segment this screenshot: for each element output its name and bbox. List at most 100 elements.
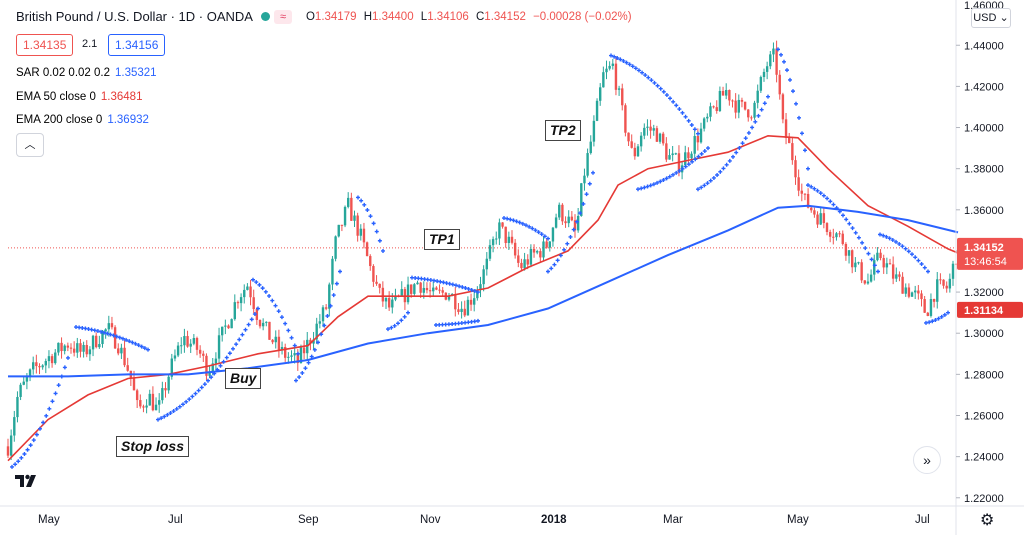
candle-body <box>277 336 281 350</box>
collapse-legend-button[interactable]: ︿ <box>16 133 44 157</box>
candle-body <box>917 290 920 294</box>
sar-dot <box>156 417 160 422</box>
candle-body <box>91 335 95 350</box>
wave-icon[interactable]: ≈ <box>273 9 292 24</box>
indicator-ema50[interactable]: EMA 50 close 0 1.36481 <box>16 91 142 103</box>
sar-dot <box>276 309 281 314</box>
gear-icon[interactable]: ⚙ <box>980 512 995 529</box>
sar-dot <box>740 141 745 146</box>
buy-button[interactable]: 1.34156 <box>108 34 166 56</box>
sar-dot <box>887 236 892 241</box>
candle-body <box>63 345 66 352</box>
sar-dot <box>702 149 707 154</box>
candle-body <box>696 136 700 143</box>
chevron-up-icon: ︿ <box>24 139 36 151</box>
sar-dot <box>558 253 563 258</box>
sar-dot <box>202 382 207 387</box>
sar-dot <box>325 314 330 319</box>
candle-body <box>236 302 240 304</box>
candle-body <box>186 336 189 347</box>
sar-dot <box>476 318 480 323</box>
sar-dot <box>683 114 688 119</box>
sar-dot <box>505 216 510 221</box>
sar-dot <box>699 151 704 156</box>
sar-dot <box>279 315 284 320</box>
sar-dot <box>762 101 767 106</box>
candle-body <box>706 116 709 119</box>
candle-body <box>19 384 22 397</box>
candle-body <box>337 224 340 237</box>
candle-body <box>227 325 230 329</box>
candle-body <box>844 243 848 256</box>
sar-dot <box>821 193 826 198</box>
symbol-title[interactable]: British Pound / U.S. Dollar · 1D · OANDA <box>16 9 253 24</box>
candle-body <box>189 343 192 347</box>
y-tick-label: 1.26000 <box>964 410 1004 422</box>
annotation-tp2: TP2 <box>545 120 581 141</box>
candle-body <box>617 88 621 90</box>
candle-body <box>923 299 926 313</box>
y-tick-label: 1.22000 <box>964 493 1004 505</box>
candle-body <box>356 215 359 236</box>
sar-dot <box>630 64 635 69</box>
candle-body <box>369 256 372 267</box>
sar-dot <box>794 101 798 106</box>
ohlc-values: O1.34179 H1.34400 L1.34106 C1.34152 −0.0… <box>306 11 636 23</box>
indicator-ema200[interactable]: EMA 200 close 0 1.36932 <box>16 114 149 126</box>
candle-body <box>576 215 580 231</box>
sar-dot <box>362 202 367 207</box>
sar-dot <box>133 341 138 346</box>
close-key: C <box>475 10 485 23</box>
sar-dot <box>766 94 770 99</box>
sar-dot <box>828 199 833 204</box>
sar-dot <box>114 334 119 339</box>
candle-body <box>66 345 70 348</box>
sar-dot <box>524 223 528 228</box>
sar-dot <box>231 346 235 351</box>
candle-body <box>926 312 929 316</box>
scroll-to-realtime-button[interactable]: » <box>913 446 941 474</box>
candle-body <box>907 287 911 297</box>
tradingview-logo-icon[interactable] <box>14 471 44 495</box>
sar-dot <box>731 154 735 159</box>
sar-dot <box>457 284 462 289</box>
x-tick-label: Mar <box>663 514 683 526</box>
sar-dot <box>668 96 673 101</box>
sar-dot <box>927 320 932 325</box>
indicator-value: 1.36932 <box>107 114 149 126</box>
sell-button[interactable]: 1.34135 <box>16 34 74 56</box>
currency-dropdown[interactable]: USD ⌄ <box>971 8 1011 28</box>
candle-body <box>898 274 901 277</box>
candle-body <box>69 347 73 349</box>
sar-dot <box>270 298 275 303</box>
candle-body <box>268 321 271 340</box>
candle-body <box>457 309 460 312</box>
sar-dot <box>933 318 938 323</box>
candle-body <box>734 100 737 113</box>
indicator-sar[interactable]: SAR 0.02 0.02 0.2 1.35321 <box>16 67 157 79</box>
candle-body <box>803 193 807 195</box>
sar-dot <box>224 355 229 360</box>
sar-dot <box>683 164 688 169</box>
candle-body <box>869 274 873 282</box>
candle-body <box>161 388 164 401</box>
candle-body <box>413 284 416 294</box>
candle-body <box>690 153 693 159</box>
candle-body <box>649 126 652 131</box>
x-tick-label: 2018 <box>541 514 567 526</box>
candle-body <box>441 290 444 293</box>
candle-body <box>340 224 344 226</box>
sar-dot <box>831 202 836 207</box>
sar-dot <box>99 329 104 334</box>
sar-dot <box>294 378 298 383</box>
candle-body <box>599 87 602 101</box>
candle-body <box>195 338 199 350</box>
sar-dot <box>677 107 682 112</box>
y-tick-label: 1.38000 <box>964 164 1004 176</box>
sar-dot <box>837 209 842 214</box>
sar-dot <box>303 366 308 371</box>
sar-dot <box>584 192 589 197</box>
candle-body <box>252 297 255 310</box>
sar-dot <box>689 123 694 128</box>
